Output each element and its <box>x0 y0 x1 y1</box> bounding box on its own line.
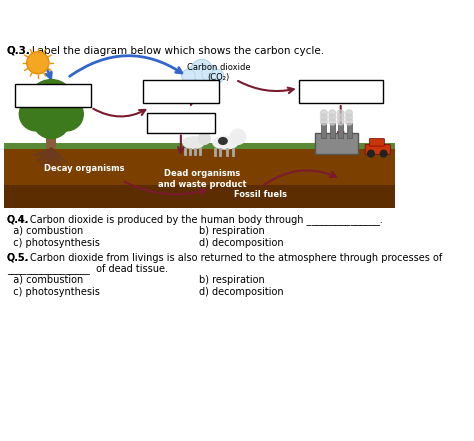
Circle shape <box>329 110 336 116</box>
Text: Q.3. Label the diagram below which shows the carbon cycle.: Q.3. Label the diagram below which shows… <box>7 46 324 56</box>
Text: Q.4. Carbon dioxide is produced by the human body through _______________.: Q.4. Carbon dioxide is produced by the h… <box>7 214 383 225</box>
Circle shape <box>329 114 336 121</box>
Circle shape <box>337 110 344 116</box>
Circle shape <box>28 79 75 127</box>
Circle shape <box>27 52 49 74</box>
Circle shape <box>337 118 344 125</box>
Circle shape <box>19 97 53 131</box>
Circle shape <box>368 150 374 157</box>
Circle shape <box>320 110 327 116</box>
Text: c) photosynthesis: c) photosynthesis <box>7 238 100 248</box>
Circle shape <box>191 60 213 81</box>
FancyBboxPatch shape <box>346 123 352 138</box>
Text: Fossil fuels: Fossil fuels <box>234 190 287 198</box>
FancyBboxPatch shape <box>369 138 384 146</box>
Ellipse shape <box>219 138 227 144</box>
FancyBboxPatch shape <box>321 123 327 138</box>
Circle shape <box>320 114 327 121</box>
Text: _________________  of dead tissue.: _________________ of dead tissue. <box>7 263 168 274</box>
Circle shape <box>210 70 224 83</box>
Circle shape <box>346 118 353 125</box>
FancyBboxPatch shape <box>15 84 91 107</box>
FancyBboxPatch shape <box>365 144 391 154</box>
Circle shape <box>346 110 353 116</box>
Text: a) combustion: a) combustion <box>7 226 83 236</box>
Text: a) combustion: a) combustion <box>7 275 83 285</box>
Ellipse shape <box>183 137 204 149</box>
Circle shape <box>182 70 195 83</box>
Circle shape <box>199 133 210 144</box>
FancyBboxPatch shape <box>46 109 56 149</box>
Circle shape <box>230 129 246 144</box>
Circle shape <box>33 101 70 138</box>
FancyBboxPatch shape <box>147 113 215 133</box>
Text: d) decomposition: d) decomposition <box>200 238 284 248</box>
Circle shape <box>202 65 219 82</box>
Text: b) respiration: b) respiration <box>200 226 265 236</box>
FancyBboxPatch shape <box>330 123 335 138</box>
Circle shape <box>380 150 387 157</box>
Text: Decay organisms: Decay organisms <box>44 164 124 173</box>
Text: Dead organisms
and waste product: Dead organisms and waste product <box>157 169 246 189</box>
Text: Q.5.: Q.5. <box>7 253 29 263</box>
Circle shape <box>50 97 83 131</box>
Text: Q.5. Carbon dioxide from livings is also returned to the atmosphere through proc: Q.5. Carbon dioxide from livings is also… <box>7 253 442 263</box>
FancyBboxPatch shape <box>299 79 383 103</box>
FancyBboxPatch shape <box>4 185 394 208</box>
FancyBboxPatch shape <box>316 133 357 153</box>
Circle shape <box>320 118 327 125</box>
Circle shape <box>337 114 344 121</box>
Circle shape <box>346 114 353 121</box>
Ellipse shape <box>213 136 238 149</box>
FancyBboxPatch shape <box>338 123 343 138</box>
FancyBboxPatch shape <box>4 143 394 149</box>
Text: d) decomposition: d) decomposition <box>200 287 284 296</box>
Text: Q.4.: Q.4. <box>7 214 29 224</box>
Text: Carbon dioxide
(CO₂): Carbon dioxide (CO₂) <box>187 63 251 82</box>
FancyBboxPatch shape <box>143 79 219 103</box>
Text: Q.3.: Q.3. <box>7 46 31 56</box>
Circle shape <box>329 118 336 125</box>
Text: b) respiration: b) respiration <box>200 275 265 285</box>
FancyBboxPatch shape <box>4 149 394 208</box>
Text: c) photosynthesis: c) photosynthesis <box>7 287 100 296</box>
Circle shape <box>187 65 204 82</box>
